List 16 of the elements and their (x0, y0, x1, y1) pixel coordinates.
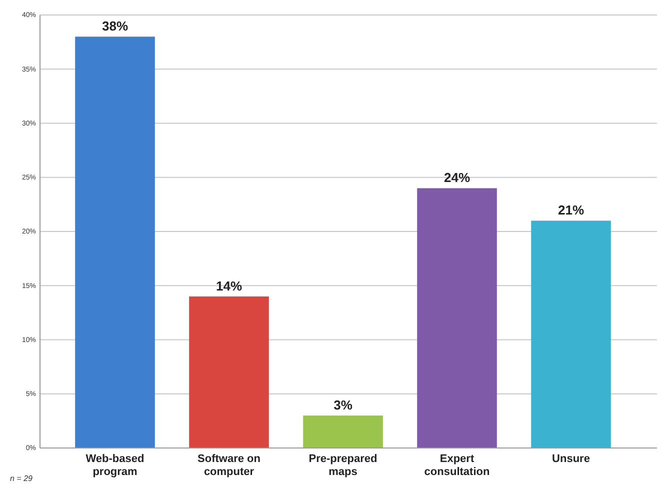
bar (75, 36, 155, 448)
data-label: 14% (216, 278, 242, 294)
bar (417, 188, 497, 448)
text: n = 29 (10, 474, 34, 483)
x-tick-label: Expert consultation (424, 453, 490, 478)
data-label: 38% (102, 18, 128, 34)
bar (189, 296, 269, 448)
x-tick-label: Software on computer (198, 453, 261, 478)
data-label: 3% (334, 398, 353, 413)
data-label: 24% (444, 170, 470, 186)
x-tick-label: Unsure (552, 453, 590, 465)
bar (531, 220, 611, 448)
x-tick-label: Pre-prepared maps (308, 453, 378, 478)
bar (303, 416, 383, 448)
data-label: 21% (558, 202, 584, 218)
x-tick-label: Web-based program (86, 453, 144, 478)
